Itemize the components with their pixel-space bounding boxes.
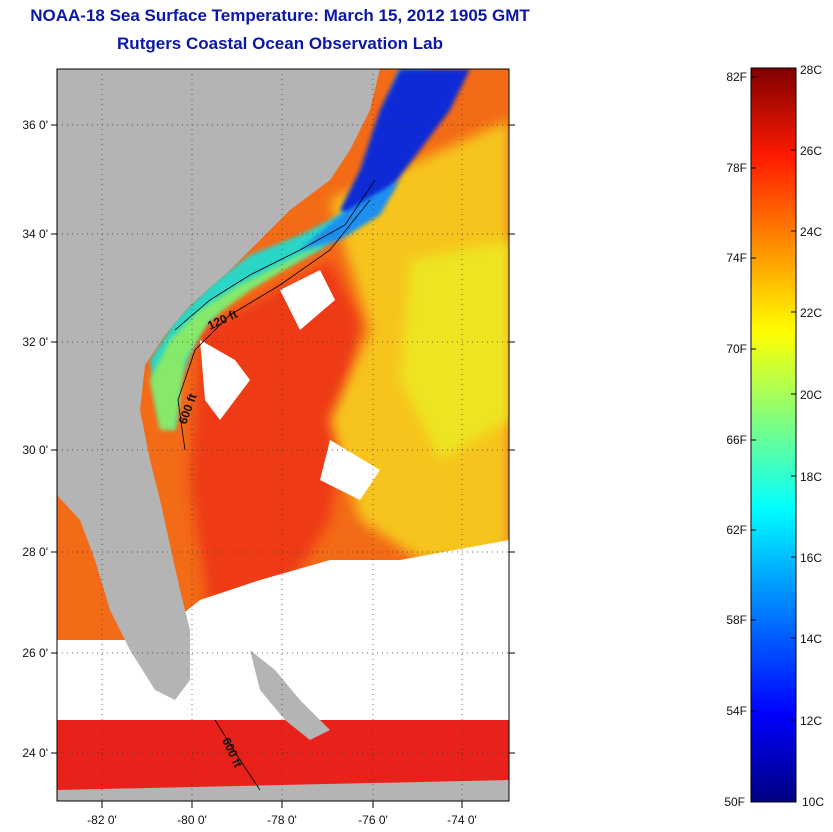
map-subtitle: Rutgers Coastal Ocean Observation Lab	[117, 34, 443, 53]
colorbar-ticks	[751, 76, 796, 721]
lat-label-34: 34 0'	[22, 227, 48, 241]
colorbar-f-66: 66F	[726, 433, 747, 447]
plot-frame	[56, 68, 510, 802]
colorbar-c-14: 14C	[800, 632, 822, 646]
lat-label-36: 36 0'	[22, 118, 48, 132]
lon-label-80: -80 0'	[177, 813, 207, 827]
colorbar-f-70: 70F	[726, 342, 747, 356]
lat-label-24: 24 0'	[22, 746, 48, 760]
lon-label-76: -76 0'	[358, 813, 388, 827]
colorbar-f-62: 62F	[726, 523, 747, 537]
colorbar-c-26: 26C	[800, 144, 822, 158]
colorbar-f-58: 58F	[726, 613, 747, 627]
colorbar	[750, 67, 797, 803]
colorbar-f-82: 82F	[726, 70, 747, 84]
colorbar-c-24: 24C	[800, 225, 822, 239]
colorbar-c-10: 10C	[802, 795, 824, 809]
tick-marks	[51, 124, 515, 808]
lat-label-32: 32 0'	[22, 335, 48, 349]
colorbar-c-16: 16C	[800, 551, 822, 565]
map-title: NOAA-18 Sea Surface Temperature: March 1…	[30, 6, 530, 25]
lon-label-78: -78 0'	[267, 813, 297, 827]
lat-label-28: 28 0'	[22, 545, 48, 559]
lat-label-26: 26 0'	[22, 646, 48, 660]
colorbar-c-22: 22C	[800, 306, 822, 320]
colorbar-c-12: 12C	[800, 714, 822, 728]
lat-label-30: 30 0'	[22, 443, 48, 457]
colorbar-c-18: 18C	[800, 470, 822, 484]
colorbar-c-28: 28C	[800, 63, 822, 77]
lon-label-82: -82 0'	[87, 813, 117, 827]
colorbar-c-20: 20C	[800, 388, 822, 402]
sst-image	[57, 69, 509, 801]
lon-label-74: -74 0'	[447, 813, 477, 827]
colorbar-f-54: 54F	[726, 704, 747, 718]
colorbar-f-74: 74F	[726, 251, 747, 265]
graticule	[57, 69, 509, 801]
colorbar-f-50: 50F	[724, 795, 745, 809]
colorbar-f-78: 78F	[726, 161, 747, 175]
